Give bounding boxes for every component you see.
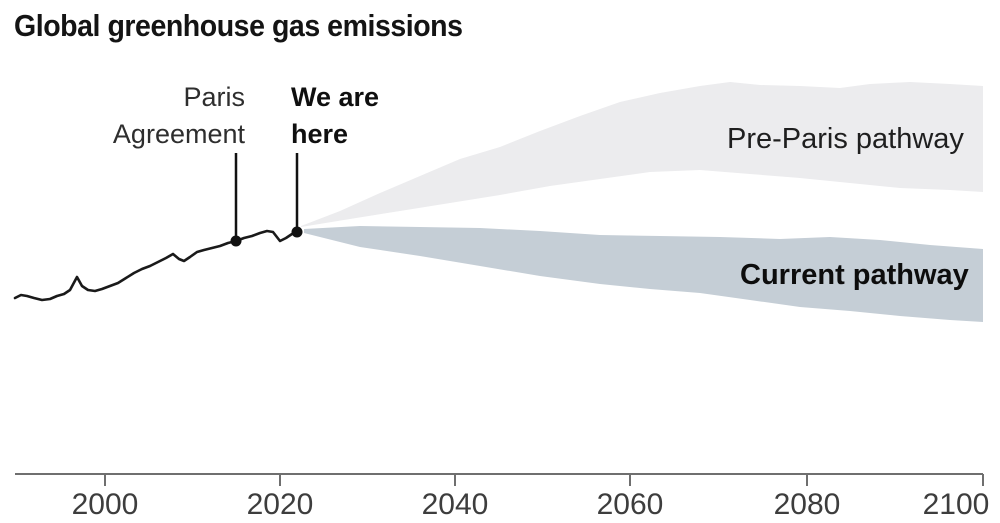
historical-emissions-line (13, 229, 299, 302)
axis-tick-label-2020: 2020 (246, 488, 314, 521)
axis-tick-label-2060: 2060 (596, 488, 664, 521)
current-pathway-band (304, 226, 983, 322)
annotation-markers (230, 153, 303, 247)
x-axis (15, 473, 984, 486)
axis-tick-label-2000: 2000 (71, 488, 139, 521)
axis-tick-label-2040: 2040 (421, 488, 489, 521)
we-are-here-annotation: We are here (291, 82, 380, 149)
axis-tick-label-2100: 2100 (922, 488, 990, 521)
paris-agreement-dot (230, 235, 242, 247)
page-title: Global greenhouse gas emissions (14, 8, 463, 43)
pre-paris-pathway-band (301, 82, 983, 227)
projection-bands (301, 82, 983, 322)
axis-tick-label-2080: 2080 (773, 488, 841, 521)
pre-paris-pathway-label: Pre-Paris pathway (727, 123, 964, 155)
current-pathway-label: Current pathway (740, 259, 969, 291)
paris-agreement-annotation: Paris Agreement (112, 82, 245, 149)
we-are-here-dot (291, 226, 303, 238)
